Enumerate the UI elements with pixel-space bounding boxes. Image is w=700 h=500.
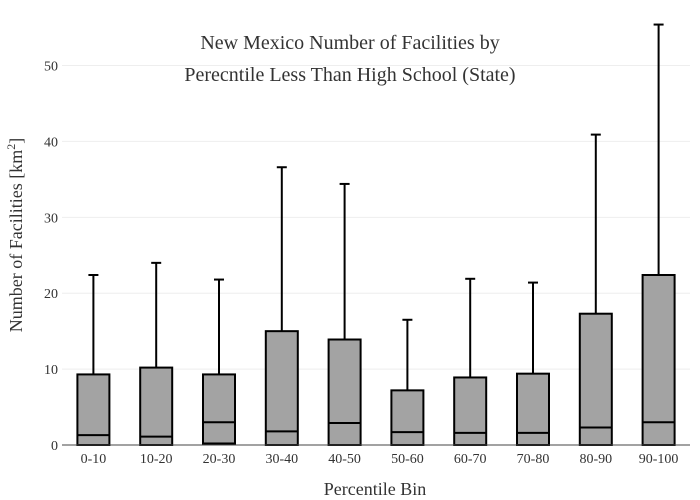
box-40-50 [327, 182, 362, 447]
y-axis-label-superscript: 2 [4, 144, 18, 150]
box-rect [390, 389, 425, 447]
y-tick-label: 0 [51, 439, 58, 454]
box-rect [641, 274, 676, 446]
y-axis-label: Number of Facilities [km2] [4, 138, 26, 332]
box-50-60 [390, 318, 425, 447]
x-tick-label: 30-40 [265, 452, 298, 467]
x-tick-label: 10-20 [140, 452, 173, 467]
y-tick-label: 10 [44, 363, 58, 378]
y-tick-label: 40 [44, 135, 58, 150]
box-rect [327, 338, 362, 447]
box-rect [516, 372, 550, 446]
y-tick-label: 30 [44, 211, 58, 226]
box-60-70 [453, 277, 488, 446]
y-axis-label-main: Number of Facilities [km [6, 150, 26, 332]
box-80-90 [578, 133, 613, 446]
x-tick-label: 60-70 [454, 452, 487, 467]
boxes [76, 23, 676, 447]
box-rect [139, 366, 174, 447]
chart-title-line-2: Perecntile Less Than High School (State) [184, 64, 515, 86]
x-tick-label: 0-10 [81, 452, 107, 467]
x-tick-label: 40-50 [328, 452, 361, 467]
y-tick-label: 50 [44, 60, 58, 75]
chart-title-line-1: New Mexico Number of Facilities by [200, 32, 499, 54]
box-90-100 [641, 23, 676, 446]
box-0-10 [76, 274, 111, 447]
y-tick-label: 20 [44, 287, 58, 302]
box-rect [453, 376, 488, 446]
axes: 0 10 20 30 40 50 0-10 10-20 20-30 30-40 40-50 50-60… [44, 60, 690, 467]
box-rect [202, 373, 236, 445]
box-rect [264, 330, 299, 446]
x-tick-label: 90-100 [639, 452, 679, 467]
y-axis-label-end: ] [6, 138, 26, 144]
x-tick-label: 80-90 [579, 452, 612, 467]
x-tick-label: 20-30 [203, 452, 236, 467]
box-10-20 [139, 261, 174, 447]
box-70-80 [516, 281, 550, 446]
box-rect [578, 312, 613, 446]
x-tick-label: 70-80 [517, 452, 550, 467]
box-20-30 [202, 278, 236, 445]
x-axis-label: Percentile Bin [324, 479, 426, 499]
box-30-40 [264, 166, 299, 446]
x-tick-label: 50-60 [391, 452, 424, 467]
